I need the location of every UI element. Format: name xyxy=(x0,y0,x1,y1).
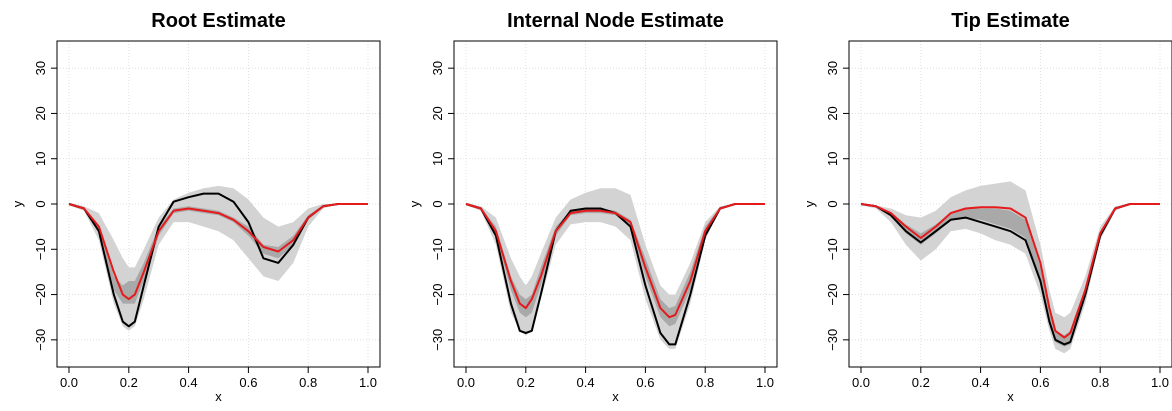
x-tick-label: 0.2 xyxy=(912,375,930,390)
panel-title: Root Estimate xyxy=(151,10,285,32)
x-tick-label: 0.2 xyxy=(120,375,138,390)
series-line-black xyxy=(465,203,765,346)
x-tick-label: 0.6 xyxy=(239,375,257,390)
y-tick-label: 30 xyxy=(430,61,445,75)
x-tick-label: 1.0 xyxy=(359,375,377,390)
series-line-black xyxy=(68,192,368,328)
x-tick-label: 1.0 xyxy=(756,375,774,390)
x-tick-label: 0.4 xyxy=(577,375,595,390)
series-line-red xyxy=(68,203,368,301)
y-tick-label: 0 xyxy=(33,200,48,207)
x-tick-label: 0.8 xyxy=(299,375,317,390)
y-tick-label: 10 xyxy=(33,151,48,165)
y-tick-label: 30 xyxy=(33,61,48,75)
y-tick-label: 20 xyxy=(825,106,840,120)
series-line-red xyxy=(860,203,1160,339)
x-tick-label: 0.0 xyxy=(60,375,78,390)
x-tick-label: 0.8 xyxy=(696,375,714,390)
y-tick-label: 20 xyxy=(33,106,48,120)
x-axis-label: x xyxy=(215,389,222,404)
y-tick-label: −10 xyxy=(825,238,840,260)
y-tick-label: −30 xyxy=(825,329,840,351)
y-tick-label: −20 xyxy=(430,284,445,306)
y-tick-label: 20 xyxy=(430,106,445,120)
x-tick-label: 0.4 xyxy=(180,375,198,390)
panel-2: Internal Node Estimate 0.0 0.2 0.4 0.6 0.8 1.0… xyxy=(407,10,778,404)
y-tick-label: 0 xyxy=(825,200,840,207)
x-tick-label: 0.2 xyxy=(517,375,535,390)
x-tick-label: 1.0 xyxy=(1151,375,1169,390)
outer-interval-band xyxy=(466,188,765,349)
y-tick-label: 0 xyxy=(430,200,445,207)
y-tick-label: −10 xyxy=(33,238,48,260)
y-tick-label: 30 xyxy=(825,61,840,75)
y-tick-label: −10 xyxy=(430,238,445,260)
y-tick-label: −30 xyxy=(33,329,48,351)
x-tick-label: 0.4 xyxy=(972,375,990,390)
inner-interval-band xyxy=(69,204,368,304)
panel-1: Root Estimate 0.0 0.2 0.4 0.6 0.8 1.0 −30 −20 −10… xyxy=(10,10,381,404)
x-axis-label: x xyxy=(612,389,619,404)
x-tick-label: 0.8 xyxy=(1091,375,1109,390)
x-tick-label: 0.0 xyxy=(457,375,475,390)
y-tick-label: 10 xyxy=(430,151,445,165)
panel-3: Tip Estimate 0.0 0.2 0.4 0.6 0.8 1.0 −30 −20 −10 0… xyxy=(802,10,1172,404)
x-tick-label: 0.0 xyxy=(852,375,870,390)
y-axis-label: y xyxy=(10,200,25,207)
series-line-red xyxy=(465,203,765,319)
outer-interval-band xyxy=(861,181,1160,354)
y-tick-label: −30 xyxy=(430,329,445,351)
y-tick-label: 10 xyxy=(825,151,840,165)
x-tick-label: 0.6 xyxy=(1031,375,1049,390)
outer-interval-band xyxy=(69,185,368,331)
panel-title: Tip Estimate xyxy=(951,10,1070,32)
y-tick-label: −20 xyxy=(825,284,840,306)
y-axis-label: y xyxy=(407,200,422,207)
y-tick-label: −20 xyxy=(33,284,48,306)
y-axis-label: y xyxy=(802,200,817,207)
x-axis-label: x xyxy=(1007,389,1014,404)
x-tick-label: 0.6 xyxy=(636,375,654,390)
panel-title: Internal Node Estimate xyxy=(507,10,724,32)
